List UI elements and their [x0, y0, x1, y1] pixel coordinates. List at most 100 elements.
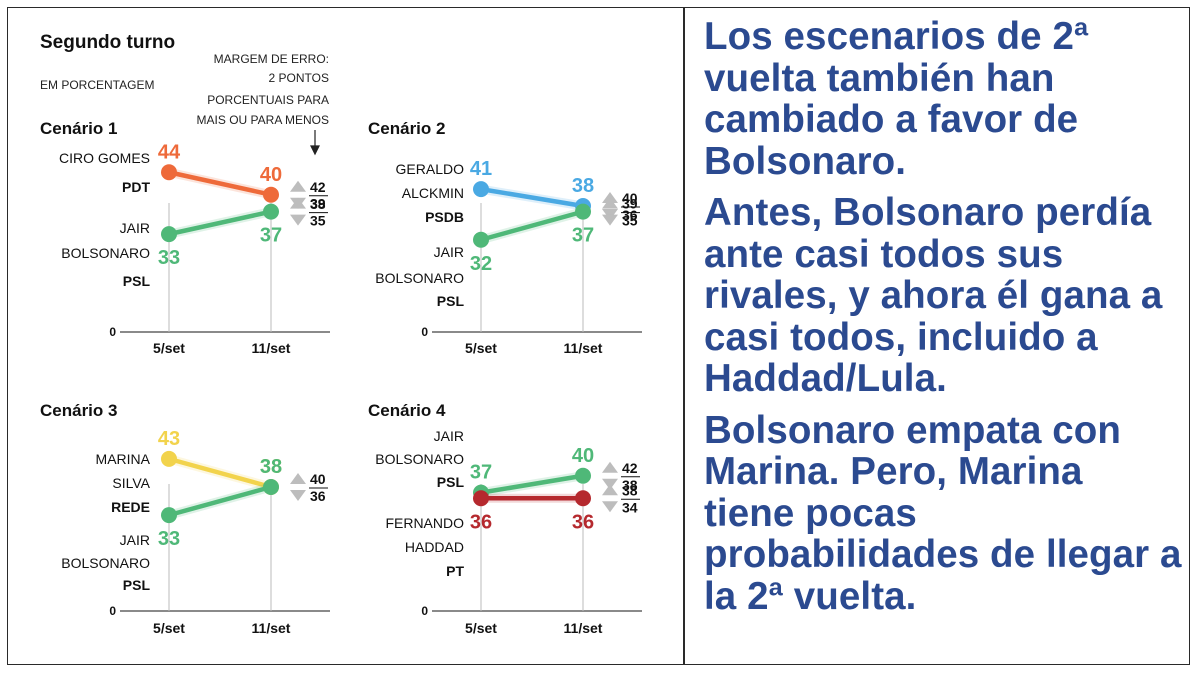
data-label: 38: [572, 175, 594, 197]
margin-note: MARGEM DE ERRO: 2 PONTOS PORCENTUAIS PAR…: [197, 52, 329, 127]
margin-note-line: 2 PONTOS: [269, 71, 329, 85]
y-zero-label: 0: [109, 325, 116, 339]
series-line: [168, 484, 272, 518]
scenario-chart: Cenário 3 0 5/set 11/set 43 38 MARINA SILVA REDE…: [40, 401, 330, 636]
margin-upper-value: 42: [622, 460, 638, 476]
series-line: [480, 186, 584, 209]
charts-panel: Segundo turno EM PORCENTAGEM MARGEM DE E…: [40, 32, 642, 636]
data-point: [575, 203, 591, 220]
margin-note-line: MARGEM DE ERRO:: [214, 52, 329, 66]
margin-lower-value: 36: [622, 207, 638, 223]
data-label: 33: [158, 528, 180, 550]
series-name-label: BOLSONARO: [61, 555, 150, 571]
x-tick-label: 5/set: [465, 620, 497, 636]
margin-upper-value: 40: [622, 190, 638, 206]
commentary-paragraph: Bolsonaro empata con Marina. Pero, Marin…: [704, 408, 1182, 618]
data-label: 32: [470, 253, 492, 275]
down-triangle-icon: [602, 501, 618, 513]
data-point: [161, 164, 177, 181]
series-name-label: CIRO GOMES: [59, 150, 150, 166]
margin-lower-value: 34: [622, 499, 638, 515]
data-point: [263, 479, 279, 495]
margin-upper-value: 39: [622, 196, 638, 212]
data-label: 44: [158, 141, 181, 163]
series-line: [480, 209, 584, 242]
up-triangle-icon: [602, 192, 618, 203]
x-tick-label: 11/set: [564, 620, 603, 636]
series-line: [168, 170, 272, 197]
series-name-label: PT: [446, 563, 464, 579]
margin-lower-value: 35: [622, 213, 638, 229]
data-label: 33: [158, 247, 180, 269]
data-point: [161, 507, 177, 524]
series-name-label: BOLSONARO: [61, 245, 150, 261]
scenario-chart: Cenário 2 0 5/set 11/set 41 38 GERALDO ALCKMIN P…: [368, 119, 642, 356]
data-point: [263, 203, 279, 220]
data-label: 38: [260, 456, 282, 478]
data-label: 37: [260, 225, 282, 247]
margin-upper-value: 40: [310, 471, 326, 487]
series-name-label: FERNANDO: [385, 515, 464, 531]
data-label: 43: [158, 428, 180, 450]
y-zero-label: 0: [421, 325, 428, 339]
margin-note-line: PORCENTUAIS PARA: [207, 93, 329, 107]
panel-divider: [683, 7, 685, 665]
scenario-title: Cenário 1: [40, 119, 117, 138]
up-triangle-icon: [290, 197, 306, 209]
x-tick-label: 11/set: [252, 340, 291, 356]
series-name-label: PSL: [123, 273, 151, 289]
data-label: 37: [572, 225, 594, 247]
up-triangle-icon: [290, 473, 306, 484]
margin-note-arrow-icon: [310, 130, 320, 156]
chart-header-title: Segundo turno: [40, 32, 175, 53]
margin-lower-value: 35: [310, 213, 326, 229]
series-name-label: PSL: [437, 293, 465, 309]
data-label: 37: [470, 462, 492, 484]
chart-header-subtitle: EM PORCENTAGEM: [40, 78, 154, 92]
series-name-label: BOLSONARO: [375, 451, 464, 467]
commentary-panel: Los escenarios de 2ª vuelta también han …: [704, 16, 1182, 627]
x-tick-label: 5/set: [465, 340, 497, 356]
series-name-label: BOLSONARO: [375, 270, 464, 286]
data-point: [263, 186, 279, 203]
series-name-label: PDT: [122, 179, 150, 195]
series-name-label: JAIR: [120, 532, 150, 548]
series-name-label: ALCKMIN: [402, 185, 464, 201]
margin-upper-value: 38: [622, 482, 638, 498]
series-name-label: HADDAD: [405, 539, 464, 555]
margin-upper-value: 39: [310, 196, 326, 212]
margin-note-line: MAIS OU PARA MENOS: [197, 113, 329, 127]
down-triangle-icon: [602, 209, 618, 220]
data-label: 40: [572, 445, 594, 467]
series-name-label: MARINA: [96, 451, 151, 467]
scenario-chart: Cenário 4 0 5/set 11/set 37 40 JAIR BOLSONARO PS…: [368, 401, 642, 636]
data-point: [473, 181, 489, 198]
data-label: 41: [470, 158, 492, 180]
margin-lower-value: 36: [310, 488, 326, 504]
margin-lower-value: 38: [622, 477, 638, 493]
series-name-label: REDE: [111, 499, 150, 515]
scenario-title: Cenário 3: [40, 401, 117, 420]
series-name-label: JAIR: [434, 428, 464, 444]
up-triangle-icon: [290, 180, 306, 192]
series-name-label: GERALDO: [396, 161, 465, 177]
series-line: [168, 209, 272, 237]
margin-upper-value: 42: [310, 179, 326, 195]
commentary-paragraph: Los escenarios de 2ª vuelta también han …: [704, 15, 1089, 183]
series-name-label: SILVA: [112, 475, 150, 491]
y-zero-label: 0: [109, 604, 116, 618]
data-point: [161, 226, 177, 243]
data-point: [575, 467, 591, 484]
up-triangle-icon: [602, 197, 618, 209]
x-tick-label: 11/set: [564, 340, 603, 356]
scenario-title: Cenário 4: [368, 401, 446, 420]
down-triangle-icon: [602, 214, 618, 226]
margin-lower-value: 38: [310, 196, 326, 212]
x-tick-label: 11/set: [252, 620, 291, 636]
series-line: [168, 456, 272, 490]
